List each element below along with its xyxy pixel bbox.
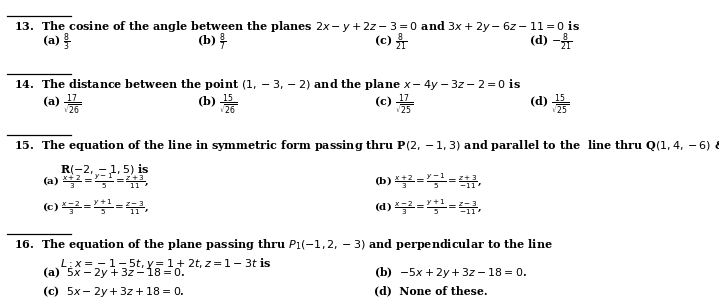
- Text: 15.  The equation of the line in symmetric form passing thru P$(2,-1,3)$ and par: 15. The equation of the line in symmetri…: [14, 138, 719, 153]
- Text: $L: x = -1 - 5t, y = 1 + 2t, z = 1 - 3t$ is: $L: x = -1 - 5t, y = 1 + 2t, z = 1 - 3t$…: [60, 256, 272, 271]
- Text: (c) $\frac{17}{\sqrt{25}}$: (c) $\frac{17}{\sqrt{25}}$: [374, 93, 413, 118]
- Text: (a) $\frac{x+2}{3} = \frac{y-1}{5} = \frac{z+3}{11}$,: (a) $\frac{x+2}{3} = \frac{y-1}{5} = \fr…: [42, 171, 150, 191]
- Text: (d)  None of these.: (d) None of these.: [374, 286, 487, 297]
- Text: (b) $\frac{x+2}{3} = \frac{y-1}{5} = \frac{z+3}{-11}$,: (b) $\frac{x+2}{3} = \frac{y-1}{5} = \fr…: [374, 171, 481, 191]
- Text: 14.  The distance between the point $(1, -3, -2)$ and the plane $x - 4y - 3z - 2: 14. The distance between the point $(1, …: [14, 76, 521, 92]
- Text: (d) $\frac{x-2}{3} = \frac{y+1}{5} = \frac{z-3}{-11}$,: (d) $\frac{x-2}{3} = \frac{y+1}{5} = \fr…: [374, 197, 481, 217]
- Text: (b) $\frac{8}{7}$: (b) $\frac{8}{7}$: [198, 32, 226, 53]
- Text: (a)  $5x - 2y + 3z - 18 = 0$.: (a) $5x - 2y + 3z - 18 = 0$.: [42, 266, 186, 280]
- Text: (a) $\frac{17}{\sqrt{26}}$: (a) $\frac{17}{\sqrt{26}}$: [42, 93, 82, 118]
- Text: R$(-2,-1,5)$ is: R$(-2,-1,5)$ is: [60, 162, 150, 176]
- Text: (a) $\frac{8}{3}$: (a) $\frac{8}{3}$: [42, 32, 71, 53]
- Text: (c) $\frac{x-2}{3} = \frac{y+1}{5} = \frac{z-3}{11}$,: (c) $\frac{x-2}{3} = \frac{y+1}{5} = \fr…: [42, 197, 149, 217]
- Text: (d) $\frac{15}{\sqrt{25}}$: (d) $\frac{15}{\sqrt{25}}$: [528, 93, 569, 118]
- Text: (d) $-\frac{8}{21}$: (d) $-\frac{8}{21}$: [528, 32, 572, 53]
- Text: 13.  The cosine of the angle between the planes $2x - y + 2z - 3 = 0$ and $3x + : 13. The cosine of the angle between the …: [14, 19, 580, 34]
- Text: (c) $\frac{8}{21}$: (c) $\frac{8}{21}$: [374, 32, 407, 53]
- Text: (b)  $-5x + 2y + 3z - 18 = 0$.: (b) $-5x + 2y + 3z - 18 = 0$.: [374, 266, 526, 280]
- Text: (c)  $5x - 2y + 3z + 18 = 0$.: (c) $5x - 2y + 3z + 18 = 0$.: [42, 284, 186, 298]
- Text: 16.  The equation of the plane passing thru $P_1(-1,2,-3)$ and perpendicular to : 16. The equation of the plane passing th…: [14, 237, 553, 252]
- Text: (b) $\frac{15}{\sqrt{26}}$: (b) $\frac{15}{\sqrt{26}}$: [198, 93, 238, 118]
